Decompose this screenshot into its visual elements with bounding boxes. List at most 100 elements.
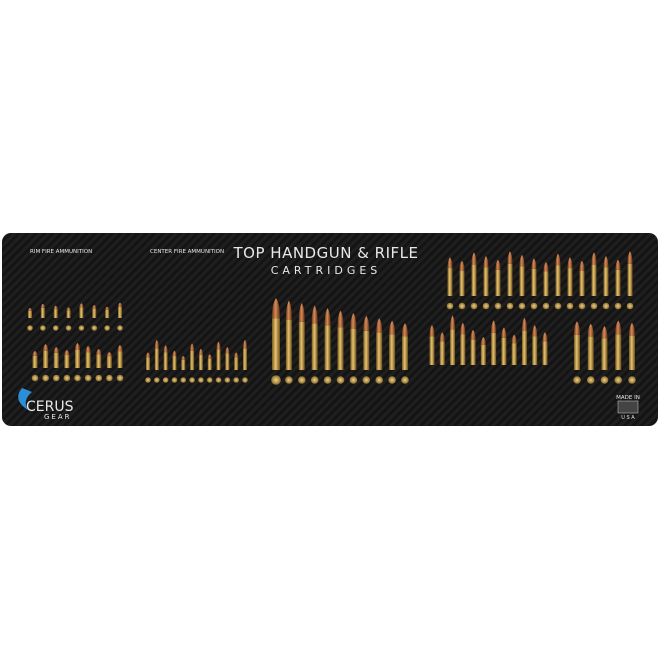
cartridge-case bbox=[53, 309, 58, 318]
cartridge-base bbox=[117, 325, 123, 331]
bullet bbox=[501, 327, 507, 338]
cartridge-case bbox=[324, 325, 331, 370]
cartridge-base bbox=[189, 377, 195, 383]
cartridge-base bbox=[40, 325, 46, 331]
cartridge-base bbox=[154, 377, 160, 383]
bullet bbox=[216, 341, 221, 350]
bullet bbox=[567, 257, 573, 269]
bullet bbox=[579, 260, 585, 271]
cartridge-base bbox=[458, 302, 466, 310]
cartridge-case bbox=[439, 341, 445, 365]
cartridge-base bbox=[362, 376, 371, 384]
bullet bbox=[480, 337, 486, 345]
cartridge-case bbox=[447, 268, 453, 296]
bullet bbox=[28, 308, 32, 311]
bullet bbox=[66, 307, 71, 311]
bullet bbox=[543, 262, 549, 272]
cartridge-case bbox=[118, 306, 122, 318]
bullet bbox=[521, 317, 527, 332]
bullet bbox=[85, 346, 91, 353]
cartridge-case bbox=[532, 336, 538, 365]
bullet bbox=[519, 254, 525, 267]
bullet bbox=[542, 332, 548, 342]
cartridge-base bbox=[614, 376, 623, 384]
cartridge-base bbox=[116, 374, 124, 382]
bullet bbox=[225, 347, 230, 354]
cartridge-case bbox=[146, 357, 150, 370]
cartridge-case bbox=[460, 334, 466, 365]
cartridge-base bbox=[530, 302, 538, 310]
bullet bbox=[459, 260, 465, 271]
cartridge-base bbox=[482, 302, 490, 310]
cartridge-base bbox=[578, 302, 586, 310]
cartridge-case bbox=[43, 350, 49, 368]
cartridge-case bbox=[587, 336, 594, 370]
bullet bbox=[75, 343, 80, 350]
cartridge-base bbox=[65, 325, 72, 331]
cartridge-base bbox=[285, 376, 293, 384]
cartridge-base bbox=[42, 374, 49, 382]
cartridge-case bbox=[483, 267, 489, 296]
cartridge-case bbox=[471, 264, 477, 296]
cartridge-case bbox=[85, 352, 91, 368]
bullet bbox=[32, 351, 38, 356]
cartridge-case bbox=[28, 310, 32, 318]
cartridge-base bbox=[494, 302, 502, 310]
bullet bbox=[471, 252, 477, 265]
cartridge-case bbox=[511, 343, 517, 365]
cartridge-case bbox=[615, 269, 621, 296]
bullet bbox=[207, 354, 212, 359]
bullet bbox=[511, 334, 517, 344]
cartridge-case bbox=[272, 318, 280, 370]
cartridge-base bbox=[626, 302, 634, 310]
cartridge-case bbox=[615, 334, 622, 370]
bullet bbox=[272, 298, 280, 319]
cartridge-case bbox=[429, 336, 435, 365]
cartridge-base bbox=[206, 377, 213, 383]
cartridge-case bbox=[350, 328, 357, 370]
cartridge-base bbox=[27, 325, 33, 331]
bullet bbox=[531, 258, 537, 269]
cartridge-case bbox=[542, 341, 548, 365]
cartridge-base bbox=[600, 376, 609, 384]
cartridge-case bbox=[543, 271, 549, 296]
cartridge-base bbox=[375, 376, 384, 384]
cartridge-case bbox=[96, 354, 102, 368]
cartridge-base bbox=[74, 374, 81, 382]
cartridge-base bbox=[401, 376, 409, 384]
cartridge-base bbox=[215, 377, 222, 383]
bullet bbox=[483, 256, 489, 268]
cartridge-case bbox=[531, 268, 537, 296]
bullet bbox=[243, 339, 247, 349]
title: TOP HANDGUN & RIFLE bbox=[233, 244, 419, 262]
cartridge-case bbox=[567, 268, 573, 296]
cartridge-base bbox=[242, 377, 248, 383]
cartridge-case bbox=[389, 334, 396, 370]
cartridge-case bbox=[298, 321, 305, 370]
cartridge-case bbox=[491, 332, 497, 365]
cartridge-base bbox=[470, 302, 478, 310]
bullet bbox=[53, 305, 58, 310]
bullet bbox=[591, 252, 597, 265]
bullet bbox=[507, 251, 513, 264]
bullet bbox=[603, 256, 609, 268]
cartridge-base bbox=[162, 377, 169, 383]
bullet bbox=[53, 347, 59, 353]
cartridge-case bbox=[601, 338, 608, 370]
cartridge-case bbox=[75, 350, 80, 368]
cartridge-case bbox=[32, 355, 38, 368]
bullet bbox=[389, 320, 396, 335]
cartridge-base bbox=[95, 374, 103, 382]
cartridge-case bbox=[53, 352, 59, 368]
cartridge-case bbox=[501, 337, 507, 365]
brand-name: CERUS bbox=[26, 399, 74, 415]
cartridge-case bbox=[459, 270, 465, 296]
cartridge-case bbox=[181, 359, 186, 370]
cartridge-case bbox=[285, 319, 292, 370]
cartridge-case bbox=[117, 351, 123, 368]
cartridge-case bbox=[507, 263, 513, 296]
bullet bbox=[298, 303, 305, 322]
cartridge-base bbox=[180, 377, 187, 383]
bullet bbox=[118, 302, 122, 307]
